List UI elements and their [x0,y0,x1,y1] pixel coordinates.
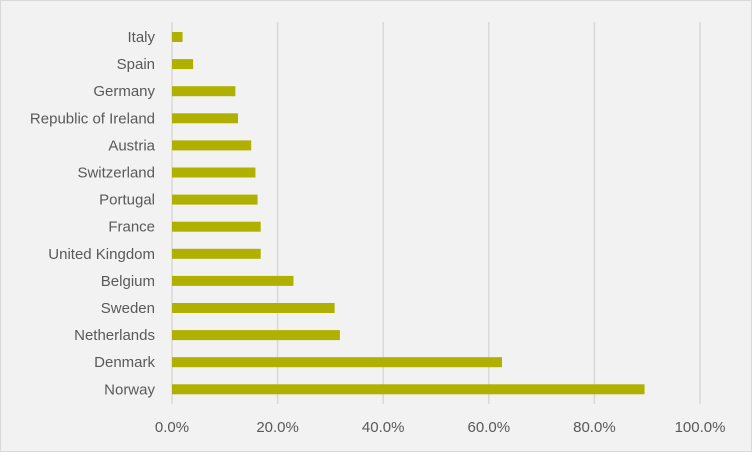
bar [172,384,645,395]
bar [172,248,261,259]
category-label: Portugal [99,192,155,209]
bar [172,140,252,151]
x-tick-labels: 0.0% 20.0% 40.0% 60.0% 80.0% 100.0% [155,419,726,436]
category-label: Netherlands [74,327,155,344]
bar [172,303,335,313]
x-tick-label: 100.0% [675,419,726,436]
bars [172,32,645,395]
bar [172,357,502,368]
bar [172,194,258,205]
category-label: Republic of Ireland [30,110,155,127]
bar [172,221,261,232]
category-label: Denmark [94,354,155,371]
category-label: France [108,219,155,236]
gridlines [171,22,701,404]
x-tick-label: 60.0% [468,419,511,436]
bar [172,167,256,178]
category-label: Spain [117,56,155,73]
category-label: Norway [104,381,155,398]
bar [172,275,294,286]
category-label: Belgium [101,273,155,290]
bar [172,113,238,124]
category-label: Austria [108,137,155,154]
x-tick-label: 0.0% [155,419,189,436]
category-label: Sweden [101,300,155,317]
bar [172,330,340,341]
category-label: United Kingdom [48,246,155,263]
category-label: Germany [93,83,155,100]
x-tick-label: 20.0% [256,419,299,436]
category-label: Switzerland [77,165,155,182]
x-tick-label: 80.0% [573,419,616,436]
bar [172,59,194,70]
x-tick-label: 40.0% [362,419,405,436]
bar [172,86,236,97]
category-labels: Italy Spain Germany Republic of Ireland Aust… [30,29,156,398]
bar [172,32,183,42]
category-label: Italy [127,29,155,46]
